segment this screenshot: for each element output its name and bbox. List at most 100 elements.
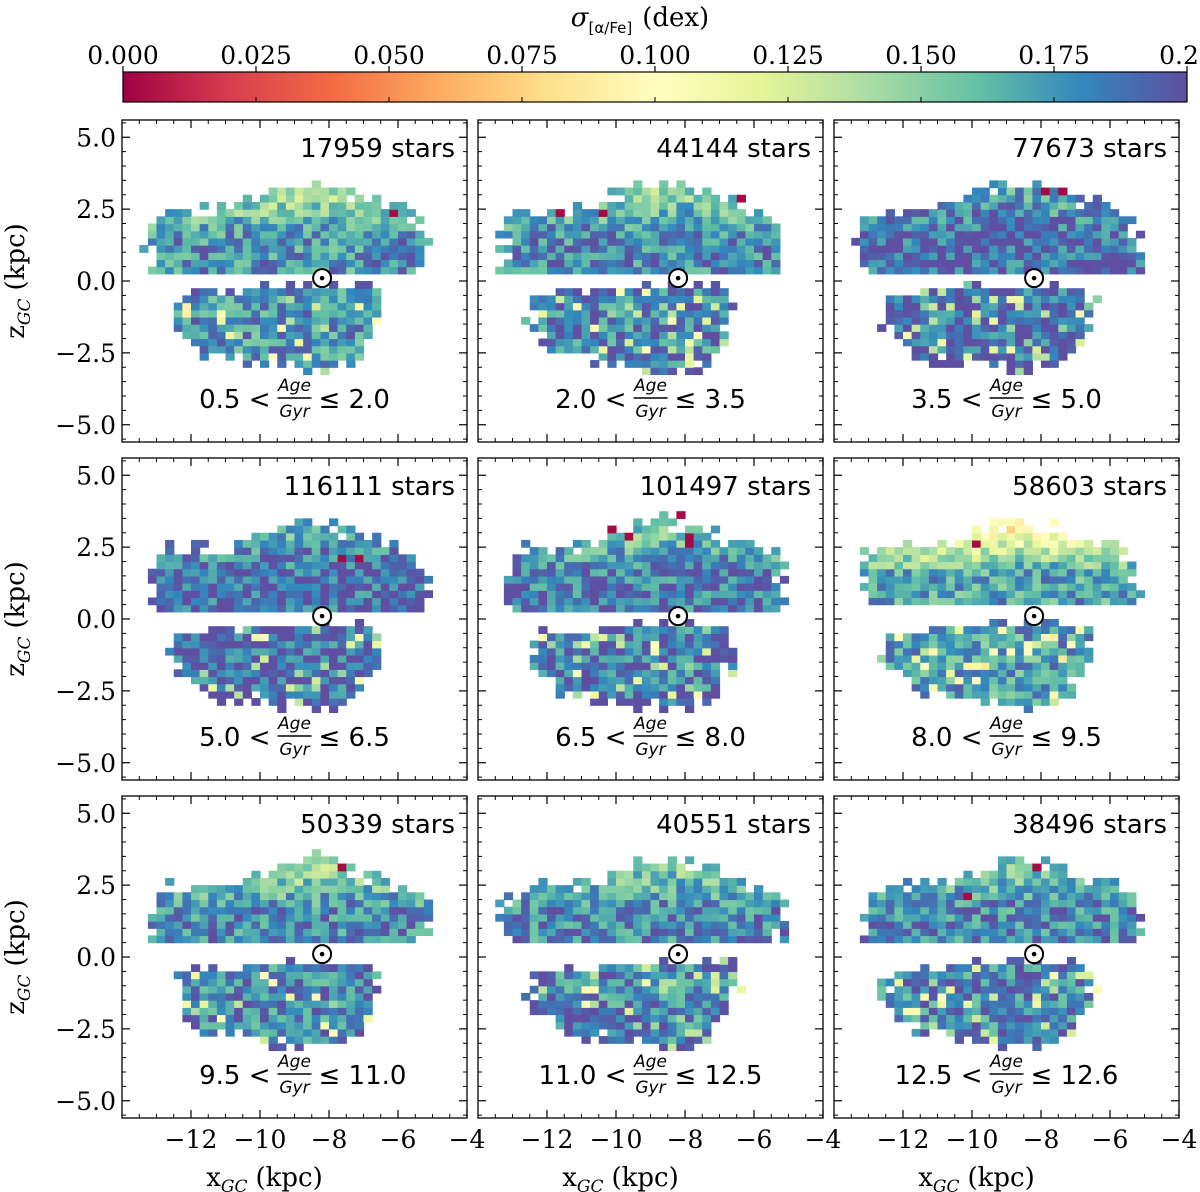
heatmap-cell <box>641 1028 652 1037</box>
heatmap-cell <box>303 856 313 865</box>
heatmap-cell <box>920 690 930 699</box>
heatmap-cell <box>182 252 192 261</box>
heatmap-cell <box>736 604 746 613</box>
heatmap-cell <box>320 683 330 692</box>
heatmap-cell <box>285 985 296 994</box>
heatmap-cell <box>877 554 887 563</box>
heatmap-cell <box>234 331 244 340</box>
heatmap-cell <box>728 554 738 563</box>
heatmap-cell <box>303 654 313 663</box>
heatmap-cell <box>989 345 999 354</box>
heatmap-cell <box>989 245 999 253</box>
heatmap-cell <box>320 259 330 268</box>
heatmap-cell <box>372 906 382 915</box>
heatmap-cell <box>1049 266 1059 275</box>
heatmap-cell <box>667 216 677 225</box>
heatmap-cell <box>598 971 608 980</box>
heatmap-cell <box>564 935 574 944</box>
heatmap-cell <box>529 252 539 261</box>
heatmap-cell <box>911 266 921 275</box>
y-axis-label-unit: (kpc) <box>1 561 31 628</box>
heatmap-cell <box>354 985 365 994</box>
heatmap-cell <box>885 583 895 591</box>
heatmap-cell <box>1084 266 1094 275</box>
heatmap-cell <box>225 245 235 253</box>
heatmap-cell <box>242 647 252 656</box>
heatmap-cell <box>633 654 643 663</box>
heatmap-cell <box>208 1007 218 1016</box>
colorbar-tick-label: 0.125 <box>752 41 824 70</box>
heatmap-cell <box>693 561 703 570</box>
heatmap-cell <box>659 266 669 275</box>
heatmap-cell <box>564 590 574 599</box>
heatmap-cell <box>564 216 574 225</box>
heatmap-cell <box>337 223 347 232</box>
heatmap-cell <box>667 575 677 584</box>
heatmap-cell <box>607 647 617 656</box>
heatmap-cell <box>555 252 565 261</box>
heatmap-cell <box>251 575 261 584</box>
heatmap-cell <box>329 575 339 584</box>
heatmap-cell <box>590 230 600 239</box>
heatmap-cell <box>529 259 539 268</box>
heatmap-cell <box>928 626 939 634</box>
heatmap-cell <box>641 568 652 577</box>
heatmap-cell <box>354 288 365 296</box>
heatmap-cell <box>156 230 166 239</box>
heatmap-cell <box>182 640 192 649</box>
heatmap-cell <box>529 899 539 908</box>
heatmap-cell <box>277 331 287 340</box>
heatmap-cell <box>624 1014 634 1023</box>
heatmap-cell <box>954 626 964 634</box>
heatmap-cell <box>1049 288 1059 296</box>
heatmap-cell <box>173 597 183 606</box>
heatmap-cell <box>242 921 252 929</box>
heatmap-cell <box>598 1007 608 1016</box>
heatmap-cell <box>667 223 677 232</box>
heatmap-cell <box>389 899 399 908</box>
heatmap-cell <box>641 281 652 289</box>
heatmap-cell <box>547 302 557 311</box>
heatmap-cell <box>363 547 373 555</box>
heatmap-cell <box>581 877 591 886</box>
heatmap-cell <box>972 209 982 217</box>
heatmap-cell <box>1032 640 1042 649</box>
heatmap-cell <box>911 216 921 225</box>
heatmap-cell <box>346 302 356 311</box>
heatmap-cell <box>633 877 643 886</box>
age-denominator: Gyr <box>635 740 666 760</box>
heatmap-cell <box>1101 259 1111 268</box>
heatmap-cell <box>234 547 244 555</box>
heatmap-cell <box>685 575 695 584</box>
heatmap-cell <box>693 992 703 1001</box>
heatmap-cell <box>389 201 399 210</box>
heatmap-cell <box>268 1000 278 1008</box>
heatmap-cell <box>165 892 175 901</box>
heatmap-cell <box>997 216 1008 225</box>
heatmap-cell <box>920 683 930 692</box>
heatmap-cell <box>762 561 772 570</box>
heatmap-cell <box>242 676 252 685</box>
heatmap-cell <box>728 209 738 217</box>
heatmap-cell <box>521 216 531 225</box>
heatmap-cell <box>1006 590 1016 599</box>
heatmap-cell <box>581 575 591 584</box>
heatmap-cell <box>225 230 235 239</box>
heatmap-cell <box>1032 626 1042 634</box>
heatmap-cell <box>208 899 218 908</box>
heatmap-cell <box>1075 194 1085 203</box>
age-upper: ≤ 8.0 <box>675 723 746 753</box>
heatmap-cell <box>572 237 583 246</box>
heatmap-cell <box>277 971 287 980</box>
sun-marker-dot <box>1031 275 1037 281</box>
heatmap-cell <box>650 360 660 368</box>
heatmap-cell <box>285 604 296 613</box>
heatmap-cell <box>1101 237 1111 246</box>
heatmap-cell <box>372 223 382 232</box>
heatmap-cell <box>980 187 990 196</box>
heatmap-cell <box>294 647 304 656</box>
heatmap-cell <box>667 338 677 347</box>
heatmap-cell <box>268 266 278 275</box>
heatmap-cell <box>903 561 913 570</box>
heatmap-cell <box>963 316 973 325</box>
